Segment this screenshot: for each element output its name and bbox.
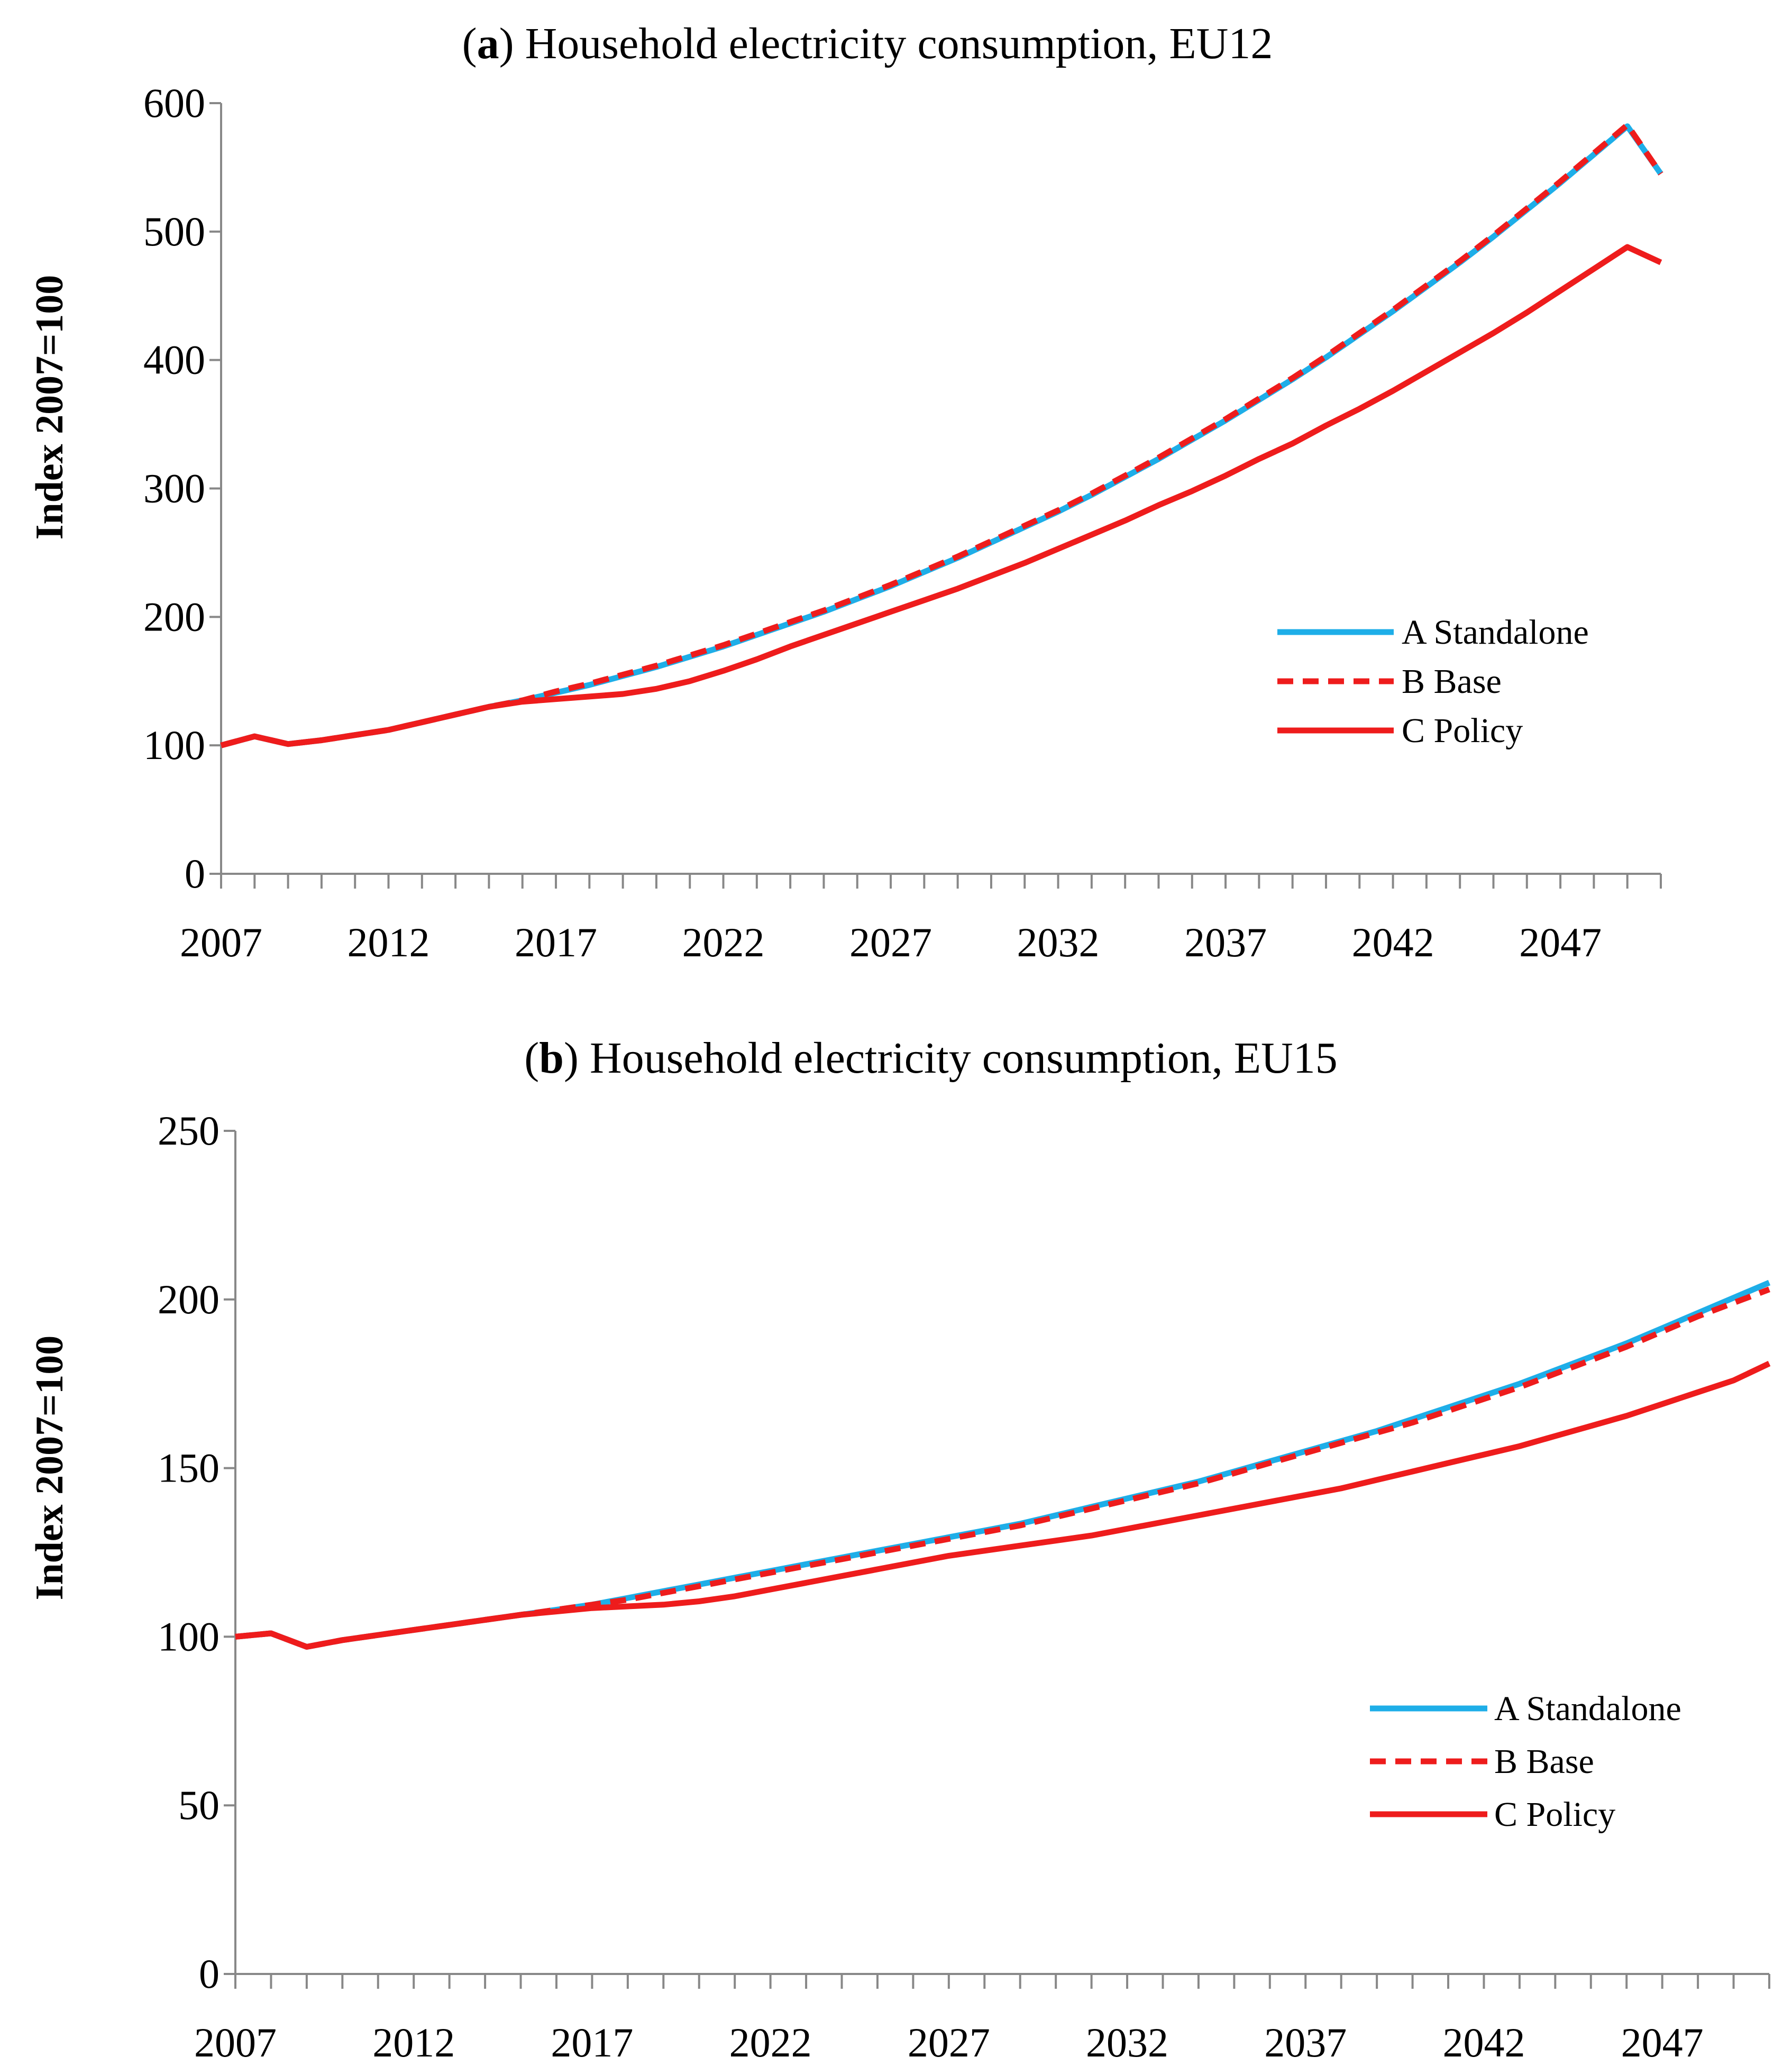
chart-a-legend-label-policy: C Policy	[1402, 711, 1523, 750]
chart-a-lines	[220, 122, 1663, 748]
chart-b-x-tick-label: 2037	[1264, 2019, 1347, 2065]
chart-b-y-tick-label: 0	[199, 1951, 220, 1997]
chart-b-x-tick-label: 2032	[1086, 2019, 1168, 2065]
chart-a-y-tick-label: 400	[143, 337, 205, 383]
chart-b-ylabel: Index 2007=100	[28, 1336, 71, 1601]
chart-b-x-tick-label: 2007	[194, 2019, 277, 2065]
chart-a-y-tick-label: 300	[143, 465, 205, 511]
chart-a-x-tick-label: 2037	[1184, 919, 1267, 965]
chart-b-y-tick-label: 250	[158, 1108, 220, 1154]
chart-b-legend-label-standalone: A Standalone	[1494, 1689, 1681, 1728]
chart-a-y-tick-label: 0	[185, 851, 205, 897]
chart-b-y-tick-label: 50	[178, 1782, 220, 1828]
chart-b-series-base	[235, 1286, 1770, 1650]
chart-b-title-letter: b	[539, 1034, 564, 1083]
chart-b-x-tick-label: 2022	[729, 2019, 812, 2065]
chart-b-x-tick-label: 2012	[372, 2019, 455, 2065]
chart-a-x-tick-label: 2027	[849, 919, 932, 965]
chart-b-legend-label-policy: C Policy	[1494, 1795, 1615, 1834]
chart-a-series-standalone	[220, 123, 1663, 748]
chart-a-x-tick-label: 2047	[1519, 919, 1602, 965]
chart-b-x-tick-label: 2042	[1442, 2019, 1525, 2065]
chart-b-series-standalone	[235, 1279, 1771, 1650]
chart-a-series-base	[220, 122, 1663, 748]
chart-a-x-tick-label: 2042	[1352, 919, 1434, 965]
chart-b-title: (b) Household electricity consumption, E…	[524, 1034, 1337, 1083]
chart-a: (a) Household electricity consumption, E…	[28, 19, 1663, 965]
chart-a-series-policy	[220, 244, 1662, 748]
chart-a-ylabel: Index 2007=100	[28, 275, 71, 540]
chart-a-axes: 0 100 200 300 400 500 600 2007 2012 2017 2022 2027 2…	[143, 80, 1662, 965]
chart-b-axes: 0 50 100 150 200 250 2007 2012 2017 2022 2027 2032 2…	[158, 1108, 1770, 2065]
chart-a-y-tick-label: 500	[143, 208, 205, 254]
chart-a-x-tick-label: 2012	[348, 919, 430, 965]
chart-a-y-tick-label: 600	[143, 80, 205, 126]
chart-a-legend-label-base: B Base	[1402, 662, 1502, 701]
chart-a-x-tick-label: 2022	[682, 919, 765, 965]
chart-b-lines	[235, 1279, 1771, 1650]
chart-a-title-letter: a	[477, 19, 499, 68]
chart-b-legend-label-base: B Base	[1494, 1742, 1594, 1781]
chart-b-series-policy	[235, 1360, 1771, 1650]
chart-b: (b) Household electricity consumption, E…	[28, 1034, 1771, 2065]
chart-b-y-tick-label: 200	[158, 1276, 220, 1322]
chart-b-x-tick-label: 2017	[551, 2019, 633, 2065]
chart-a-title: (a) Household electricity consumption, E…	[462, 19, 1273, 68]
chart-a-legend: A Standalone B Base C Policy	[1277, 613, 1589, 750]
chart-a-x-tick-label: 2007	[180, 919, 262, 965]
chart-b-y-tick-label: 150	[158, 1445, 220, 1491]
chart-b-title-text: Household electricity consumption, EU15	[579, 1034, 1338, 1083]
chart-a-x-tick-label: 2017	[515, 919, 597, 965]
chart-a-y-tick-label: 100	[143, 722, 205, 768]
chart-a-title-text: Household electricity consumption, EU12	[514, 19, 1273, 68]
chart-b-y-tick-label: 100	[158, 1613, 220, 1659]
chart-a-x-tick-label: 2032	[1017, 919, 1100, 965]
chart-b-legend: A Standalone B Base C Policy	[1370, 1689, 1681, 1834]
chart-b-x-tick-label: 2027	[908, 2019, 990, 2065]
chart-a-legend-label-standalone: A Standalone	[1402, 613, 1589, 652]
chart-a-y-tick-label: 200	[143, 593, 205, 639]
chart-b-x-tick-label: 2047	[1621, 2019, 1704, 2065]
